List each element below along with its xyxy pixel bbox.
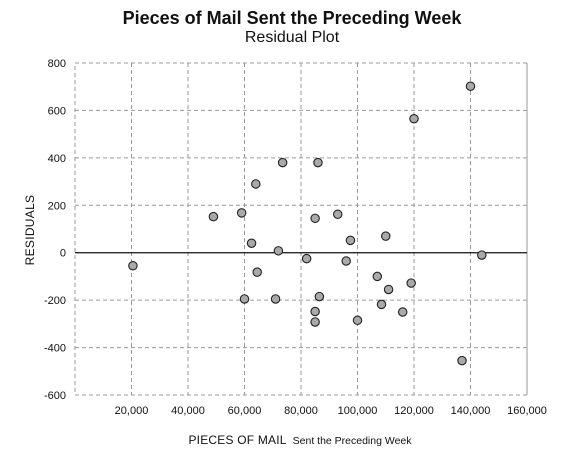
x-tick-label: 160,000	[507, 405, 547, 417]
x-axis-label-sub: Sent the Preceding Week	[292, 435, 412, 447]
data-point	[397, 307, 408, 317]
data-point	[457, 355, 467, 366]
x-tick-label: 80,000	[284, 405, 318, 417]
data-point	[313, 157, 323, 168]
data-point	[409, 113, 419, 124]
data-point	[273, 246, 284, 256]
data-point	[310, 213, 320, 224]
x-axis-label: PIECES OF MAIL Sent the Preceding Week	[188, 431, 411, 449]
x-tick-label: 20,000	[115, 405, 149, 417]
data-point	[236, 208, 247, 218]
data-point	[310, 317, 320, 327]
y-tick-label: -600	[44, 390, 66, 402]
x-tick-label: 40,000	[171, 405, 205, 417]
data-point	[372, 271, 383, 282]
x-tick-label: 60,000	[228, 405, 262, 417]
data-point	[376, 299, 387, 310]
chart-subtitle: Residual Plot	[244, 29, 340, 46]
data-point	[128, 261, 138, 271]
data-point	[332, 209, 343, 220]
data-point	[465, 81, 476, 91]
data-point	[310, 306, 320, 317]
data-point	[477, 250, 487, 260]
y-tick-label: 800	[48, 58, 66, 70]
data-point	[246, 238, 257, 248]
y-tick-label: 0	[60, 248, 66, 260]
chart-title: Pieces of Mail Sent the Preceding Week	[122, 8, 462, 28]
data-point	[345, 235, 356, 246]
data-point	[208, 211, 219, 222]
y-tick-label: 200	[48, 200, 66, 212]
data-point	[301, 253, 312, 264]
x-tick-label: 140,000	[451, 405, 491, 417]
data-point	[352, 315, 363, 326]
data-point	[383, 284, 394, 295]
data-point	[251, 179, 261, 189]
x-tick-label: 120,000	[394, 405, 434, 417]
data-point	[270, 294, 281, 304]
y-tick-label: 600	[48, 105, 66, 117]
y-tick-label: -200	[44, 295, 66, 307]
plot-area-frame	[74, 62, 528, 396]
grid-lines	[75, 62, 528, 396]
data-point	[380, 231, 391, 241]
data-point	[239, 294, 250, 304]
tick-labels: 20,000 40,000 60,000 80,000 100,000 120,000 14…	[44, 58, 547, 417]
x-axis-label-main: PIECES OF MAIL	[188, 433, 287, 447]
data-point	[341, 256, 351, 266]
data-point	[277, 157, 288, 168]
y-tick-label: -400	[44, 343, 66, 355]
data-point	[314, 291, 325, 302]
y-tick-label: 400	[48, 153, 66, 165]
data-points	[128, 81, 487, 366]
x-tick-label: 100,000	[338, 405, 378, 417]
data-point	[406, 278, 416, 288]
data-point	[252, 267, 262, 277]
